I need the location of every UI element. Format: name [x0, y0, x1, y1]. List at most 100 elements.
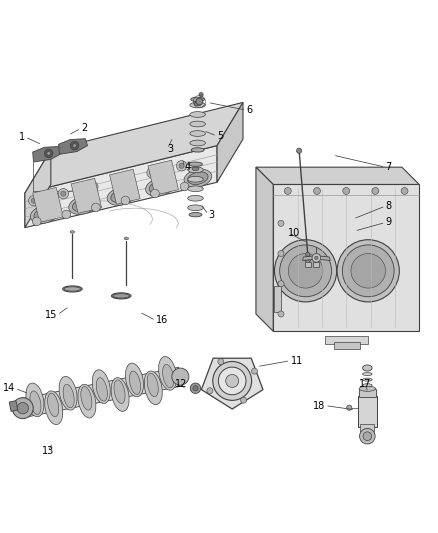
- Circle shape: [62, 210, 71, 219]
- Ellipse shape: [145, 178, 173, 196]
- Ellipse shape: [45, 391, 63, 425]
- Circle shape: [337, 240, 399, 302]
- Ellipse shape: [30, 205, 58, 223]
- Circle shape: [372, 188, 379, 195]
- Ellipse shape: [188, 196, 203, 201]
- Circle shape: [226, 375, 239, 387]
- Ellipse shape: [78, 384, 96, 418]
- Text: 14: 14: [3, 383, 15, 393]
- Ellipse shape: [190, 111, 205, 117]
- Text: 12: 12: [175, 379, 187, 389]
- Circle shape: [73, 144, 76, 147]
- Text: 5: 5: [217, 131, 223, 141]
- Circle shape: [240, 397, 247, 403]
- Polygon shape: [273, 184, 419, 332]
- Polygon shape: [33, 147, 62, 162]
- Text: 6: 6: [247, 105, 253, 115]
- Circle shape: [275, 240, 337, 302]
- Ellipse shape: [313, 256, 319, 262]
- Circle shape: [343, 245, 394, 297]
- Ellipse shape: [111, 190, 131, 203]
- Ellipse shape: [190, 121, 205, 127]
- Circle shape: [120, 177, 125, 182]
- Circle shape: [31, 198, 36, 203]
- Ellipse shape: [191, 97, 205, 102]
- Polygon shape: [25, 102, 243, 193]
- Circle shape: [314, 188, 321, 195]
- Polygon shape: [217, 102, 243, 182]
- Ellipse shape: [81, 386, 92, 410]
- Circle shape: [213, 361, 251, 400]
- Ellipse shape: [188, 186, 203, 192]
- Circle shape: [151, 189, 159, 198]
- Circle shape: [92, 203, 100, 212]
- Ellipse shape: [130, 371, 141, 394]
- Circle shape: [179, 163, 184, 168]
- Ellipse shape: [189, 213, 202, 217]
- Circle shape: [149, 170, 155, 175]
- Circle shape: [218, 359, 224, 365]
- Text: 4: 4: [185, 162, 191, 172]
- Circle shape: [61, 191, 66, 196]
- Ellipse shape: [162, 365, 174, 388]
- Circle shape: [312, 254, 321, 262]
- Ellipse shape: [305, 256, 311, 262]
- Polygon shape: [25, 150, 51, 228]
- Polygon shape: [59, 139, 88, 154]
- Ellipse shape: [363, 373, 372, 376]
- Polygon shape: [25, 146, 217, 228]
- Ellipse shape: [48, 393, 59, 417]
- Ellipse shape: [17, 402, 28, 414]
- Ellipse shape: [144, 371, 162, 405]
- Circle shape: [278, 281, 284, 287]
- Bar: [325, 336, 368, 344]
- Polygon shape: [303, 256, 330, 261]
- Text: 3: 3: [208, 209, 215, 220]
- Circle shape: [196, 98, 203, 105]
- Polygon shape: [9, 401, 18, 411]
- Bar: [358, 395, 377, 427]
- Ellipse shape: [189, 162, 202, 166]
- Ellipse shape: [149, 181, 170, 193]
- Ellipse shape: [188, 167, 203, 173]
- Bar: [274, 286, 282, 312]
- Bar: [359, 389, 376, 397]
- Text: 18: 18: [313, 400, 325, 410]
- Circle shape: [177, 160, 187, 171]
- Circle shape: [280, 245, 332, 297]
- Circle shape: [306, 252, 310, 256]
- Bar: [314, 254, 318, 257]
- Ellipse shape: [64, 287, 81, 291]
- Circle shape: [199, 92, 203, 97]
- Polygon shape: [21, 367, 182, 417]
- Text: 3: 3: [167, 144, 173, 154]
- Circle shape: [47, 151, 50, 155]
- Ellipse shape: [59, 376, 77, 410]
- Ellipse shape: [194, 102, 201, 106]
- Polygon shape: [201, 358, 263, 409]
- Polygon shape: [148, 160, 179, 195]
- Circle shape: [121, 196, 130, 205]
- Circle shape: [278, 251, 284, 256]
- Circle shape: [278, 311, 284, 317]
- Circle shape: [207, 387, 213, 394]
- Polygon shape: [33, 188, 63, 222]
- Circle shape: [360, 429, 375, 444]
- Circle shape: [288, 254, 323, 288]
- Circle shape: [346, 405, 352, 410]
- Circle shape: [28, 196, 39, 206]
- Ellipse shape: [30, 391, 41, 415]
- Ellipse shape: [124, 237, 128, 240]
- Ellipse shape: [63, 384, 74, 408]
- Text: 7: 7: [385, 162, 392, 172]
- Ellipse shape: [187, 172, 208, 184]
- Ellipse shape: [147, 373, 158, 397]
- Circle shape: [147, 167, 157, 178]
- Circle shape: [343, 188, 350, 195]
- Text: 13: 13: [42, 446, 54, 456]
- Bar: [305, 262, 311, 267]
- Text: 9: 9: [385, 217, 392, 228]
- Circle shape: [88, 182, 98, 192]
- Polygon shape: [256, 167, 419, 184]
- Bar: [360, 424, 374, 434]
